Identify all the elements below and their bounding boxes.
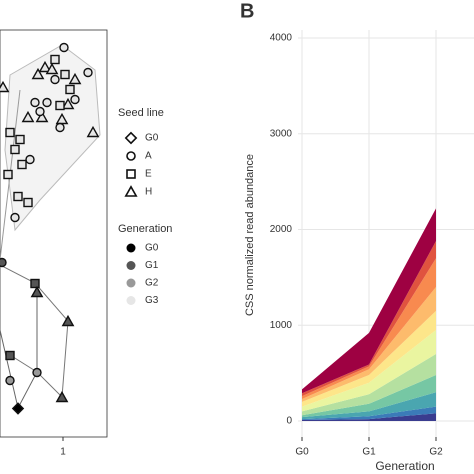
point — [55, 122, 65, 133]
point — [61, 97, 75, 110]
legend-symbol — [124, 131, 138, 145]
point — [0, 257, 7, 268]
x-axis-label: Generation — [375, 459, 434, 473]
point — [30, 97, 40, 108]
point — [11, 402, 25, 415]
y-tick-label: 0 — [286, 416, 292, 427]
area — [302, 353, 436, 416]
point — [31, 67, 45, 80]
legend-label: H — [145, 187, 152, 198]
legend-title: Seed line — [118, 107, 164, 119]
point — [45, 62, 59, 75]
hull — [4, 44, 101, 232]
area — [302, 310, 436, 407]
legend-label: G0 — [145, 133, 159, 144]
point — [50, 74, 60, 85]
area — [302, 240, 436, 397]
legend-symbol — [126, 296, 136, 305]
legend-label: G0 — [145, 243, 159, 254]
legend-symbol — [126, 169, 136, 179]
point — [10, 212, 20, 223]
legend-symbol — [126, 243, 136, 253]
x-tick-label: G2 — [429, 447, 443, 458]
y-tick-label: 2000 — [270, 224, 293, 235]
legend-label: G1 — [145, 260, 159, 271]
point — [5, 350, 15, 361]
panel-label: B — [240, 0, 254, 22]
point — [83, 67, 93, 78]
point — [68, 72, 82, 85]
point — [50, 54, 60, 65]
hull — [0, 292, 38, 410]
point — [38, 60, 52, 73]
x-tick-label: 1 — [60, 447, 66, 458]
point — [42, 97, 52, 108]
legend-label: A — [145, 151, 152, 162]
point — [25, 154, 35, 165]
area — [302, 208, 436, 394]
point — [0, 80, 10, 93]
point — [61, 314, 75, 327]
area — [302, 406, 436, 421]
y-tick-label: 1000 — [270, 320, 293, 331]
x-tick-label: G1 — [362, 447, 376, 458]
area — [302, 392, 436, 420]
legend-symbol — [126, 261, 136, 270]
point — [55, 100, 65, 111]
y-axis-label: CSS normalized read abundance — [244, 154, 256, 316]
x-tick-label: G0 — [295, 447, 309, 458]
point — [86, 125, 100, 138]
point — [35, 106, 45, 117]
point — [23, 197, 33, 208]
legend-label: G3 — [145, 295, 159, 306]
legend-symbol — [124, 185, 138, 197]
area — [302, 413, 436, 421]
y-tick-label: 3000 — [270, 128, 293, 139]
point — [5, 127, 15, 138]
point — [60, 69, 70, 80]
legend-title: Generation — [118, 223, 172, 235]
point — [5, 375, 15, 386]
point — [70, 94, 80, 105]
legend-symbol — [126, 151, 136, 161]
point — [32, 367, 42, 378]
point — [30, 278, 40, 289]
area — [302, 330, 436, 412]
point — [10, 144, 20, 155]
legend-symbol — [126, 278, 136, 288]
point — [55, 390, 69, 403]
legend-label: E — [145, 169, 152, 180]
point — [35, 110, 49, 123]
point — [30, 285, 44, 298]
area — [302, 375, 436, 418]
point — [13, 191, 23, 202]
y-tick-label: 4000 — [270, 33, 293, 44]
point — [3, 169, 13, 180]
point — [59, 42, 69, 53]
legend-label: G2 — [145, 278, 159, 289]
point — [15, 134, 25, 145]
point — [17, 159, 27, 170]
point — [65, 84, 75, 95]
hull — [0, 264, 69, 399]
point — [21, 110, 35, 123]
